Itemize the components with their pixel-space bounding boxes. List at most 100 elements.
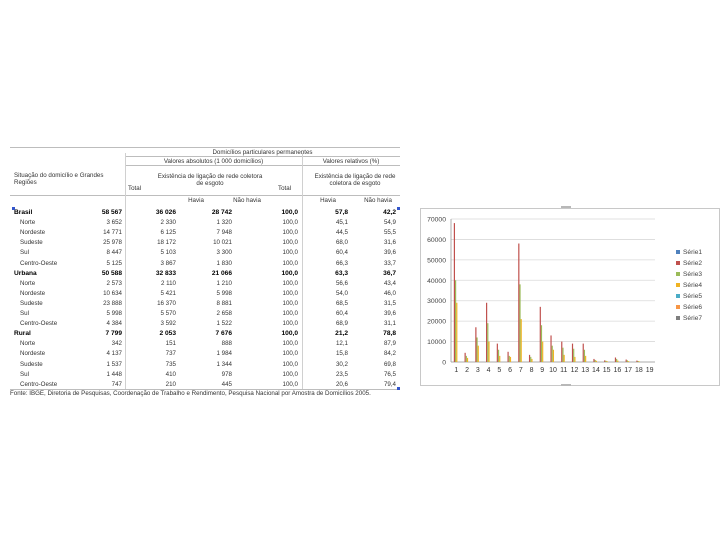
table-cell[interactable]: 100,0 <box>282 219 298 227</box>
selection-handle[interactable] <box>397 207 400 210</box>
table-cell[interactable]: 50 588 <box>101 269 122 277</box>
table-cell[interactable]: 100,0 <box>282 299 298 307</box>
table-cell[interactable]: 68,0 <box>335 239 348 247</box>
table-cell[interactable]: 31,6 <box>383 239 396 247</box>
table-row-label[interactable]: Sul <box>20 370 29 378</box>
table-cell[interactable]: 5 998 <box>216 289 232 297</box>
table-cell[interactable]: 39,6 <box>383 249 396 257</box>
table-cell[interactable]: 25 978 <box>103 239 122 247</box>
table-cell[interactable]: 1 537 <box>106 360 122 368</box>
table-cell[interactable]: 100,0 <box>282 239 298 247</box>
table-cell[interactable]: 100,0 <box>282 249 298 257</box>
table-cell[interactable]: 100,0 <box>282 310 298 317</box>
table-cell[interactable]: 10 021 <box>213 239 232 247</box>
table-cell[interactable]: 54,0 <box>335 289 348 297</box>
table-cell[interactable]: 1 522 <box>216 320 232 328</box>
table-cell[interactable]: 978 <box>221 370 232 378</box>
table-cell[interactable]: 44,5 <box>335 229 348 237</box>
table-cell[interactable]: 445 <box>221 380 232 388</box>
table-cell[interactable]: 15,8 <box>335 350 348 358</box>
selection-handle[interactable] <box>397 387 400 390</box>
table-cell[interactable]: 3 300 <box>216 249 232 257</box>
table-row-label[interactable]: Sudeste <box>20 299 43 307</box>
table-cell[interactable]: 78,8 <box>383 330 396 338</box>
table-cell[interactable]: 4 384 <box>106 320 122 328</box>
table-cell[interactable]: 84,2 <box>383 350 396 358</box>
table-cell[interactable]: 60,4 <box>335 310 348 317</box>
table-cell[interactable]: 39,6 <box>383 310 396 317</box>
table-row-label[interactable]: Urbana <box>14 269 37 277</box>
table-cell[interactable]: 28 742 <box>211 209 232 216</box>
table-cell[interactable]: 4 137 <box>106 350 122 358</box>
table-cell[interactable]: 55,5 <box>383 229 396 237</box>
table-cell[interactable]: 100,0 <box>282 289 298 297</box>
table-cell[interactable]: 8 881 <box>216 299 232 307</box>
table-cell[interactable]: 5 570 <box>160 310 176 317</box>
table-cell[interactable]: 100,0 <box>282 279 298 287</box>
table-row-label[interactable]: Brasil <box>14 209 33 216</box>
table-row-label[interactable]: Nordeste <box>20 350 46 358</box>
table-cell[interactable]: 36,7 <box>383 269 396 277</box>
table-row-label[interactable]: Rural <box>14 330 31 338</box>
table-cell[interactable]: 6 125 <box>160 229 176 237</box>
table-cell[interactable]: 2 053 <box>159 330 176 338</box>
table-cell[interactable]: 63,3 <box>335 269 348 277</box>
table-cell[interactable]: 66,3 <box>335 259 348 267</box>
table-cell[interactable]: 31,1 <box>383 320 396 328</box>
table-cell[interactable]: 7 799 <box>105 330 122 338</box>
table-cell[interactable]: 23,5 <box>335 370 348 378</box>
table-cell[interactable]: 21 066 <box>211 269 232 277</box>
table-cell[interactable]: 2 330 <box>160 219 176 227</box>
table-cell[interactable]: 100,0 <box>281 330 298 338</box>
table-cell[interactable]: 87,9 <box>383 340 396 348</box>
table-row-label[interactable]: Sudeste <box>20 360 43 368</box>
table-cell[interactable]: 30,2 <box>335 360 348 368</box>
table-cell[interactable]: 68,9 <box>335 320 348 328</box>
table-cell[interactable]: 100,0 <box>282 259 298 267</box>
table-cell[interactable]: 100,0 <box>282 340 298 348</box>
table-cell[interactable]: 100,0 <box>281 209 298 216</box>
table-row-label[interactable]: Nordeste <box>20 229 46 237</box>
table-row-label[interactable]: Centro-Oeste <box>20 320 58 328</box>
table-cell[interactable]: 23 888 <box>103 299 122 307</box>
table-cell[interactable]: 1 320 <box>216 219 232 227</box>
table-cell[interactable]: 58 567 <box>101 209 122 216</box>
table-cell[interactable]: 7 948 <box>216 229 232 237</box>
table-cell[interactable]: 2 658 <box>216 310 232 317</box>
table-cell[interactable]: 7 676 <box>215 330 232 338</box>
table-cell[interactable]: 10 634 <box>103 289 122 297</box>
table-cell[interactable]: 1 344 <box>216 360 232 368</box>
table-row-label[interactable]: Nordeste <box>20 289 46 297</box>
table-cell[interactable]: 12,1 <box>335 340 348 348</box>
table-cell[interactable]: 18 172 <box>157 239 176 247</box>
table-cell[interactable]: 3 867 <box>160 259 176 267</box>
table-row-label[interactable]: Sudeste <box>20 239 43 247</box>
table-cell[interactable]: 60,4 <box>335 249 348 257</box>
table-cell[interactable]: 735 <box>165 360 176 368</box>
bar-chart[interactable]: 70000 60000 50000 40000 30000 20000 10000 0 1 2 3 4… <box>420 206 720 386</box>
table-cell[interactable]: 5 103 <box>160 249 176 257</box>
table-cell[interactable]: 210 <box>165 380 176 388</box>
table-cell[interactable]: 2 110 <box>160 279 176 287</box>
table-cell[interactable]: 69,8 <box>383 360 396 368</box>
table-cell[interactable]: 21,2 <box>335 330 348 338</box>
table-cell[interactable]: 54,9 <box>383 219 396 227</box>
selection-handle[interactable] <box>12 207 15 210</box>
chart-resize-handle-top[interactable] <box>561 206 571 208</box>
table-row-label[interactable]: Centro-Oeste <box>20 259 58 267</box>
table-cell[interactable]: 342 <box>111 340 122 348</box>
table-row-label[interactable]: Sul <box>20 310 29 317</box>
table-cell[interactable]: 100,0 <box>282 229 298 237</box>
table-cell[interactable]: 31,5 <box>383 299 396 307</box>
table-cell[interactable]: 20,6 <box>335 380 348 388</box>
table-cell[interactable]: 100,0 <box>281 269 298 277</box>
table-cell[interactable]: 1 830 <box>216 259 232 267</box>
table-cell[interactable]: 1 210 <box>216 279 232 287</box>
table-cell[interactable]: 32 833 <box>155 269 176 277</box>
table-cell[interactable]: 3 592 <box>160 320 176 328</box>
table-row-label[interactable]: Norte <box>20 340 36 348</box>
table-cell[interactable]: 100,0 <box>282 370 298 378</box>
table-cell[interactable]: 1 448 <box>106 370 122 378</box>
table-row-label[interactable]: Sul <box>20 249 29 257</box>
table-cell[interactable]: 3 652 <box>106 219 122 227</box>
